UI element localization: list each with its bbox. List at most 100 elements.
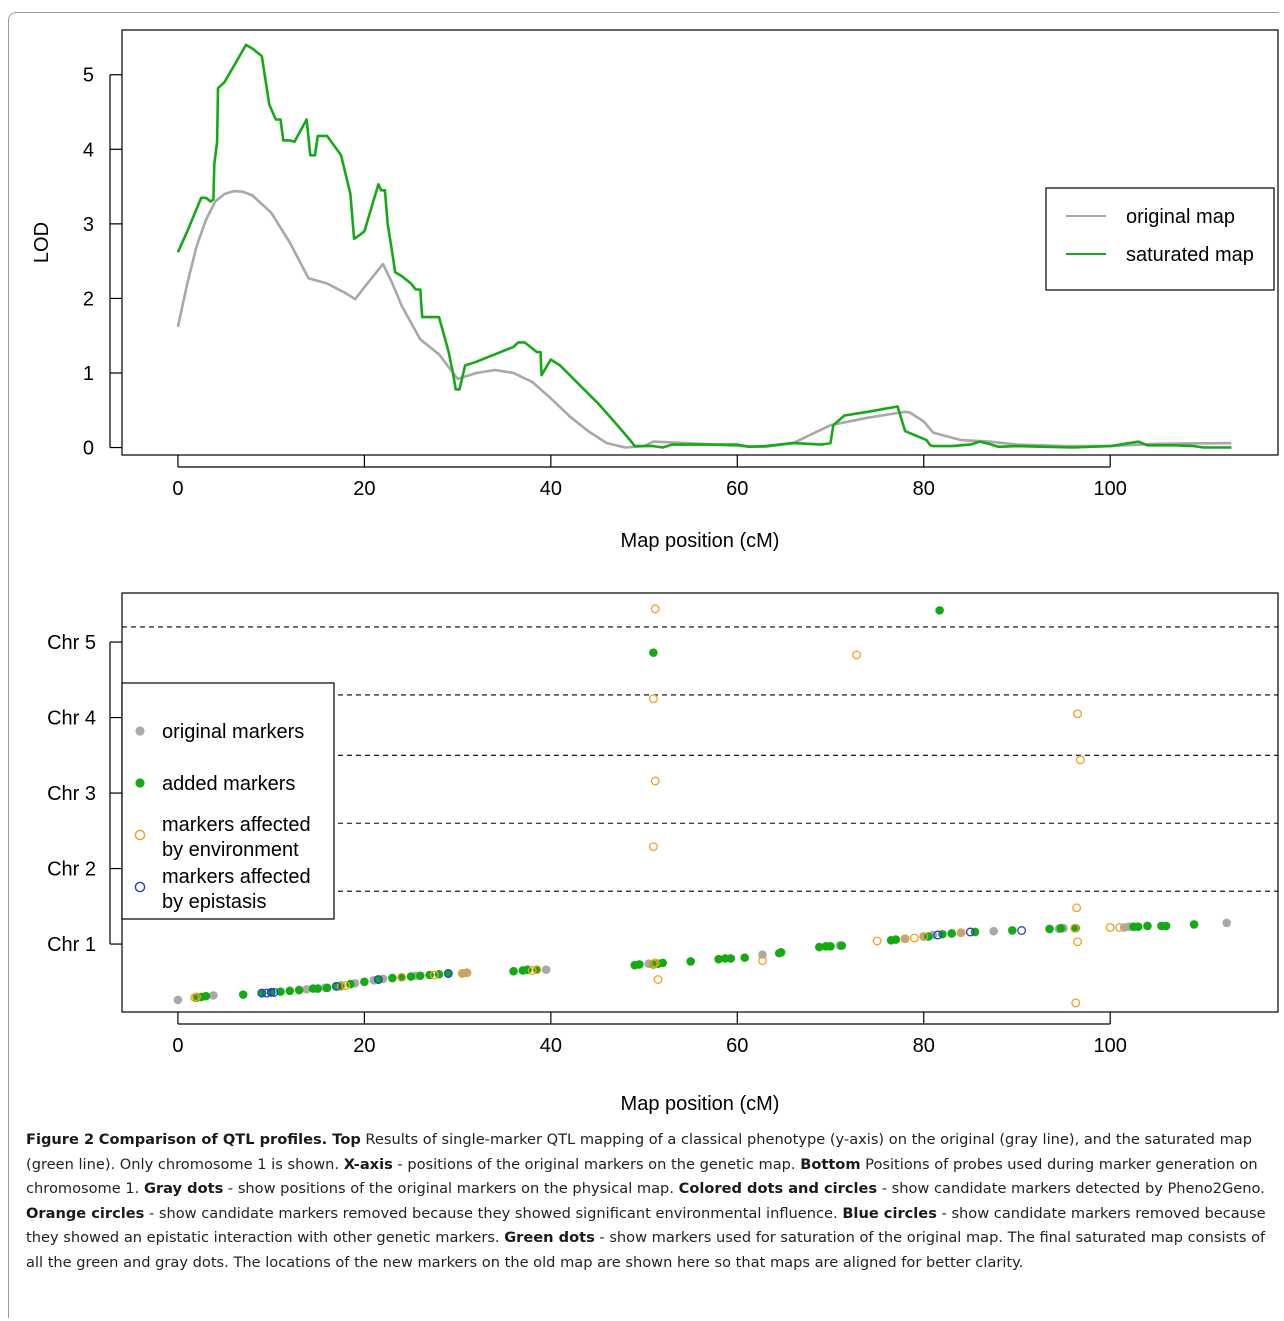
caption-segment: Blue circles (842, 1204, 937, 1222)
marker-point (686, 957, 695, 966)
marker-point (989, 926, 998, 936)
caption-segment: - show positions of the original markers… (223, 1180, 679, 1197)
legend-marker (134, 829, 146, 841)
caption-segment: Results of single-marker QTL mapping of … (26, 1131, 1253, 1173)
marker-point (891, 935, 901, 944)
marker-point (429, 970, 439, 980)
caption-segment: X-axis (343, 1155, 393, 1173)
marker-point (173, 995, 183, 1005)
marker-point (1073, 937, 1083, 947)
caption-body: Top Results of single-marker QTL mapping… (26, 1131, 1266, 1271)
legend-label: saturated map (1126, 244, 1254, 266)
marker-point (726, 954, 736, 963)
marker-point (649, 648, 658, 657)
marker-point (257, 988, 267, 998)
y-tick-label: 3 (83, 214, 94, 236)
y-axis-label: LOD (31, 222, 53, 263)
y-tick-label: 5 (83, 65, 94, 87)
caption-segment: Colored dots and circles (678, 1180, 878, 1197)
legend-label: markers affected (162, 866, 311, 888)
marker-point (758, 956, 767, 966)
marker-point (1017, 926, 1027, 935)
marker-positions-chart: 0 20 40 60 80 100 Chr 1 Chr 2 Chr 3 Chr 4 Chr 5 Map… (47, 592, 1279, 1115)
lod-profile-chart: 0 20 40 60 80 100 0 1 2 3 4 5 LOD Map position (cM) or… (31, 29, 1279, 552)
marker-point (1222, 918, 1232, 928)
caption-segment: Green dots (504, 1229, 595, 1246)
marker-point (900, 934, 910, 944)
marker-point (416, 971, 425, 981)
marker-point (935, 606, 944, 615)
marker-point (740, 953, 750, 962)
marker-point (1115, 922, 1124, 932)
figure-caption: Figure 2 Comparison of QTL profiles. Top… (26, 1128, 1274, 1275)
marker-point (373, 975, 383, 984)
marker-point (457, 969, 467, 978)
x-tick-label: 60 (726, 1035, 748, 1057)
marker-point (919, 932, 929, 941)
y-tick-label: Chr 3 (47, 783, 96, 805)
legend-box (1045, 187, 1275, 291)
caption-segment: - show candidate markers removed because… (26, 1204, 1266, 1247)
marker-point (852, 650, 862, 660)
marker-point (933, 930, 943, 940)
legend-label: added markers (162, 773, 295, 795)
caption-segment: Gray dots (143, 1180, 224, 1197)
marker-point (397, 972, 407, 982)
marker-point (1161, 921, 1171, 931)
legend-marker (134, 881, 146, 893)
legend-marker (135, 778, 145, 788)
marker-point (269, 987, 279, 997)
marker-point (313, 984, 323, 993)
marker-point (302, 985, 311, 994)
marker-point (266, 987, 276, 997)
legend-label: markers affected (162, 814, 311, 836)
marker-point (238, 990, 248, 999)
marker-point (900, 934, 910, 944)
x-tick-label: 0 (172, 478, 183, 500)
y-tick-label: Chr 1 (47, 934, 96, 956)
marker-point (924, 932, 933, 941)
marker-point (360, 977, 369, 987)
caption-segment: - show candidate markers removed because… (144, 1204, 843, 1222)
marker-point (1056, 923, 1066, 933)
caption-fig-label: Figure 2 (26, 1131, 95, 1148)
marker-point (406, 972, 416, 981)
marker-point (965, 927, 975, 937)
y-tick-label: 0 (83, 438, 94, 460)
x-tick-label: 40 (540, 478, 562, 500)
marker-point (1133, 922, 1143, 931)
marker-point (648, 694, 658, 704)
marker-point (527, 966, 537, 975)
plot-frame (121, 29, 1279, 456)
marker-point (374, 975, 383, 984)
marker-point (462, 968, 472, 978)
marker-point (826, 942, 835, 951)
marker-point (815, 942, 824, 952)
caption-segment: Bottom (800, 1155, 861, 1173)
marker-point (425, 970, 434, 980)
marker-point (509, 966, 518, 976)
marker-point (192, 992, 202, 1002)
caption-segment: - show candidate markers detected by Phe… (877, 1180, 1265, 1197)
y-tick-label: 1 (83, 363, 94, 385)
x-tick-label: 40 (540, 1035, 562, 1057)
marker-point (1045, 924, 1054, 934)
marker-point (1072, 903, 1082, 913)
y-tick-label: Chr 4 (47, 708, 96, 730)
caption-segment: - show markers used for saturation of th… (26, 1229, 1266, 1271)
legend-label: original markers (162, 721, 304, 743)
x-tick-label: 80 (913, 478, 935, 500)
marker-point (956, 928, 966, 938)
caption-segment: - positions of the original markers on t… (392, 1155, 801, 1173)
x-tick-label: 20 (353, 1035, 375, 1057)
figure-canvas: 0 20 40 60 80 100 0 1 2 3 4 5 LOD Map position (cM) or… (31, 29, 1279, 1115)
marker-point (532, 965, 542, 975)
x-tick-label: 100 (1094, 1035, 1127, 1057)
original-map-line (176, 189, 1232, 449)
marker-point (1070, 923, 1080, 933)
legend-label: by epistasis (162, 891, 267, 913)
marker-point (443, 969, 453, 978)
marker-point (443, 969, 453, 978)
marker-point (658, 958, 668, 968)
marker-point (872, 936, 882, 946)
